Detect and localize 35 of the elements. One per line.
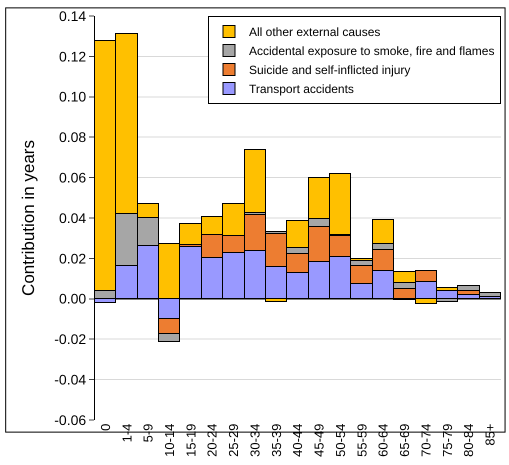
x-tick-label: 70-74 bbox=[418, 424, 434, 457]
y-tick-label: 0.14 bbox=[58, 8, 86, 24]
x-tick-label: 75-79 bbox=[440, 424, 455, 457]
x-tick-label: 1-4 bbox=[119, 424, 134, 442]
legend-label: Transport accidents bbox=[249, 82, 354, 96]
x-tick-label: 55-59 bbox=[354, 424, 370, 457]
x-tick-label: 30-34 bbox=[247, 424, 262, 457]
x-tick-label: 35-39 bbox=[268, 424, 284, 457]
y-tick-label: 0.00 bbox=[58, 290, 86, 307]
x-tick-label: 15-19 bbox=[183, 424, 198, 457]
y-tick-label: 0.08 bbox=[58, 129, 86, 146]
x-tick-label: 85+ bbox=[482, 424, 498, 446]
legend-label: All other external causes bbox=[249, 25, 380, 40]
x-tick-label: 80-84 bbox=[461, 424, 476, 457]
y-tick-label: -0.04 bbox=[54, 372, 86, 388]
x-tick-label: 20-24 bbox=[204, 424, 220, 457]
x-tick-label: 60-64 bbox=[376, 424, 391, 457]
x-tick-label: 45-49 bbox=[312, 424, 327, 457]
x-tick-label: 65-69 bbox=[397, 424, 412, 457]
y-tick-label: 0.10 bbox=[58, 88, 86, 105]
y-tick-label: 0.04 bbox=[58, 210, 86, 226]
y-axis-title: Contribution in years bbox=[18, 140, 38, 296]
y-tick-label: -0.02 bbox=[54, 331, 86, 348]
y-tick-label: -0.06 bbox=[54, 412, 86, 428]
y-tick-label: 0.06 bbox=[58, 170, 86, 186]
y-tick-label: 0.12 bbox=[58, 48, 86, 64]
x-tick-label: 40-44 bbox=[290, 424, 306, 457]
x-tick-label: 0 bbox=[98, 424, 113, 431]
legend-label: Accidental exposure to smoke, fire and flames bbox=[249, 44, 494, 58]
legend-label: Suicide and self-inflicted injury bbox=[249, 63, 410, 78]
x-tick-label: 50-54 bbox=[332, 424, 348, 457]
y-tick-label: 0.02 bbox=[58, 250, 86, 266]
x-tick-label: 25-29 bbox=[226, 424, 242, 457]
x-tick-label: 5-9 bbox=[140, 424, 156, 442]
x-tick-label: 10-14 bbox=[162, 424, 178, 457]
